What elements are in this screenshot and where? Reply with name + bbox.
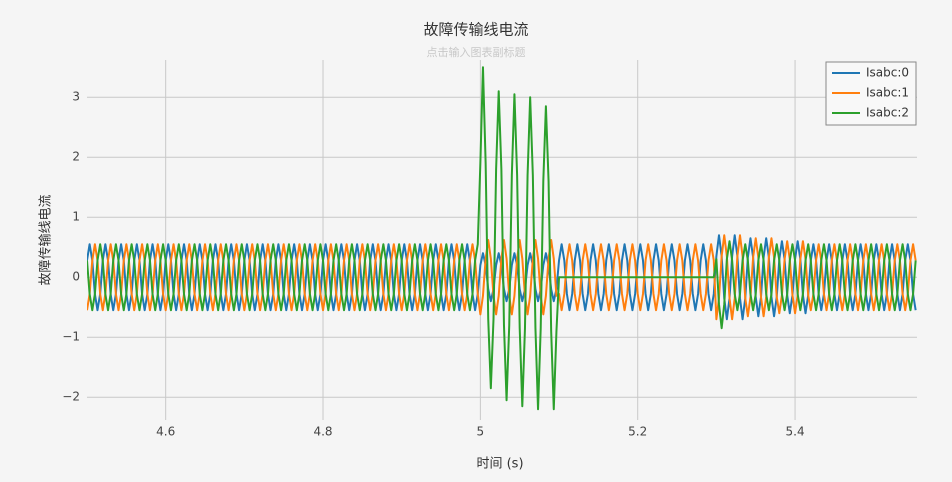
y-tick-label: 1 [72, 210, 80, 224]
y-tick-label: −1 [62, 330, 80, 344]
x-tick-label: 5.4 [786, 425, 805, 439]
line-series [87, 66, 917, 411]
legend-label: Isabc:0 [866, 66, 909, 80]
chart-subtitle: 点击输入图表副标题 [427, 45, 526, 59]
x-tick-label: 5 [477, 425, 485, 439]
y-tick-label: 3 [72, 90, 80, 104]
y-tick-label: −2 [62, 390, 80, 404]
y-tick-label: 0 [72, 270, 80, 284]
legend-label: Isabc:2 [866, 106, 909, 120]
x-tick-label: 4.6 [156, 425, 175, 439]
legend: Isabc:0 Isabc:1 Isabc:2 [825, 61, 917, 126]
line-series [87, 234, 917, 321]
series-group [87, 66, 917, 411]
y-tick-label: 2 [72, 150, 80, 164]
legend-label: Isabc:1 [866, 86, 909, 100]
y-axis-label: 故障传输线电流 [38, 194, 54, 285]
chart-title: 故障传输线电流 [423, 21, 528, 39]
x-tick-label: 4.8 [313, 425, 332, 439]
x-tick-label: 5.2 [628, 425, 647, 439]
x-axis-label: 时间 (s) [476, 457, 523, 472]
